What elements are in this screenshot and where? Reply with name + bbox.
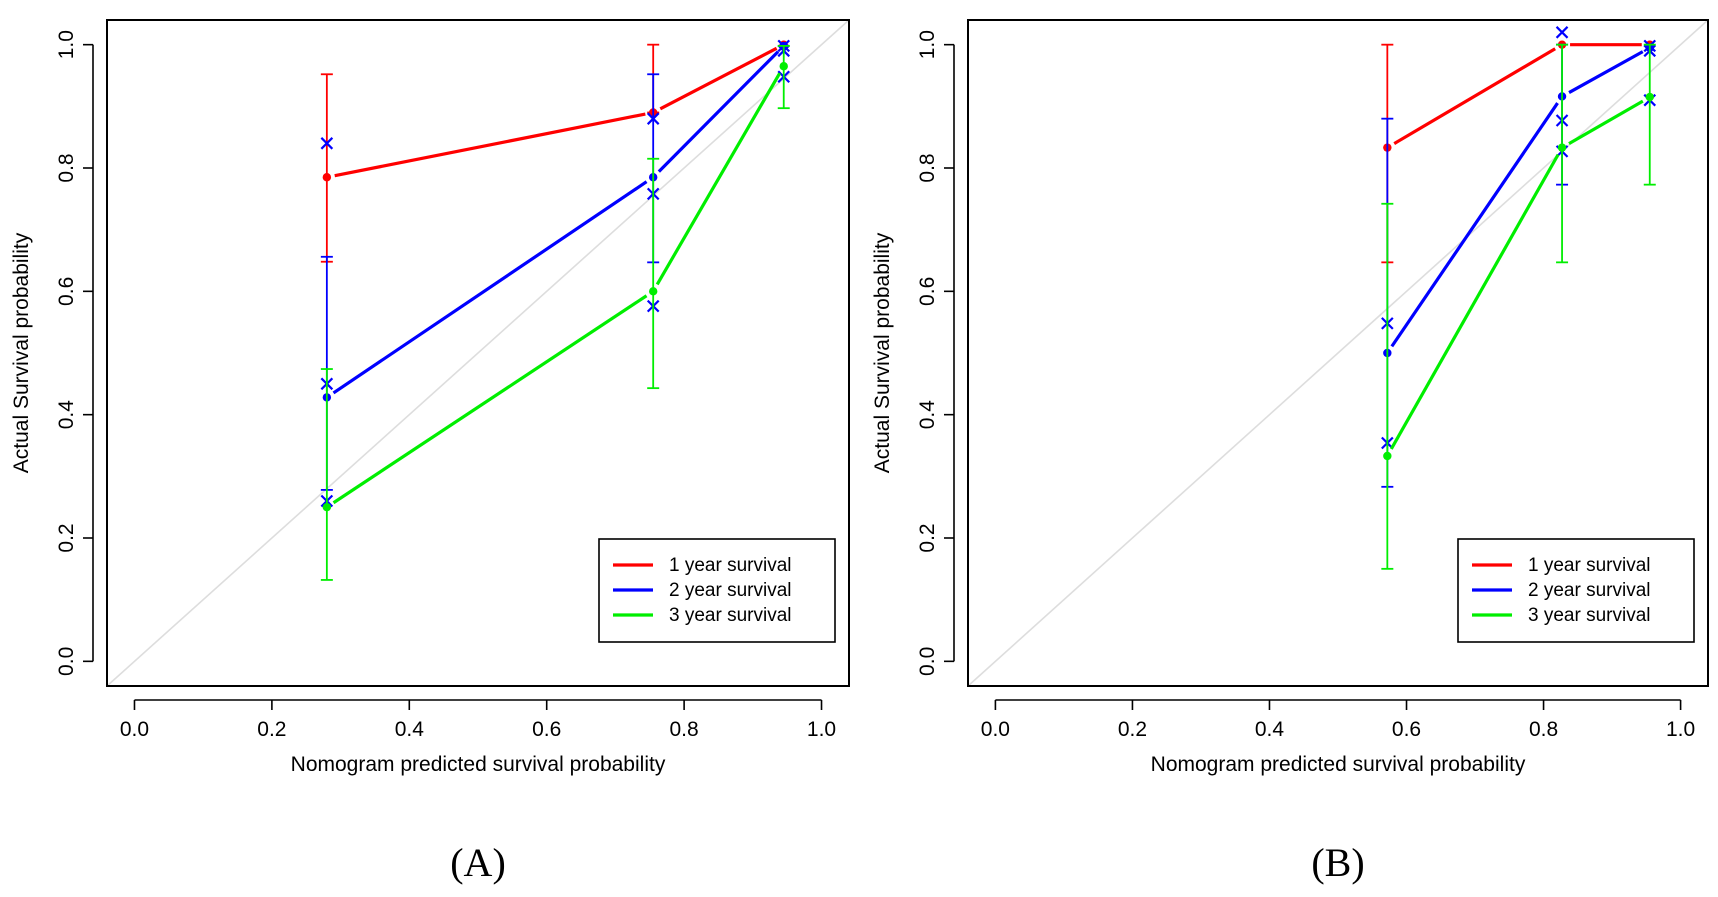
observed-x-marker bbox=[646, 112, 660, 125]
series-line-segment bbox=[1568, 50, 1644, 94]
series-line-segment bbox=[1393, 47, 1556, 145]
series-line-segment bbox=[1389, 153, 1560, 450]
data-point bbox=[322, 173, 332, 182]
legend-label: 1 year survival bbox=[1528, 555, 1651, 576]
x-tick-label: 0.8 bbox=[1529, 718, 1558, 741]
series-line-segment bbox=[1390, 102, 1559, 348]
reference-diagonal bbox=[967, 19, 1709, 687]
y-tick-label: 1.0 bbox=[55, 30, 78, 59]
data-point bbox=[1645, 92, 1654, 102]
series-line-segment bbox=[659, 46, 778, 111]
observed-x-marker bbox=[1555, 26, 1569, 39]
x-tick-label: 0.0 bbox=[981, 718, 1010, 741]
x-tick-label: 0.2 bbox=[1118, 718, 1147, 741]
legend-label: 1 year survival bbox=[669, 555, 792, 576]
y-tick-label: 0.4 bbox=[916, 400, 939, 430]
x-axis-title: Nomogram predicted survival probability bbox=[291, 753, 666, 776]
plot-frame bbox=[106, 19, 850, 687]
series-line-segment bbox=[657, 50, 780, 173]
y-tick-label: 0.8 bbox=[916, 153, 939, 182]
y-tick-label: 0.2 bbox=[916, 523, 939, 552]
y-tick-label: 0.0 bbox=[55, 647, 78, 676]
series-2 bbox=[1381, 26, 1657, 488]
series-1 bbox=[320, 40, 788, 263]
series-3 bbox=[1381, 43, 1656, 570]
data-point bbox=[648, 287, 658, 296]
chart-panel-1: 0.0 0.2 0.4 0.6 0.8 1.0 0.0 0.2 0.4 0.6 0.8 1.0 Nomo… bbox=[871, 19, 1709, 885]
observed-x-marker bbox=[320, 137, 334, 150]
data-point bbox=[1383, 451, 1392, 461]
x-tick-label: 0.6 bbox=[1392, 718, 1421, 741]
y-tick-label: 0.4 bbox=[55, 400, 78, 430]
plot-frame bbox=[967, 19, 1709, 687]
panel-label: (A) bbox=[450, 840, 506, 885]
series-line-segment bbox=[332, 294, 648, 505]
series-3 bbox=[320, 45, 790, 581]
y-axis-title: Actual Survival probability bbox=[871, 232, 894, 473]
data-point bbox=[1557, 143, 1567, 152]
x-axis-title: Nomogram predicted survival probability bbox=[1151, 753, 1526, 776]
series-line-segment bbox=[332, 180, 648, 395]
data-point bbox=[322, 502, 332, 512]
x-tick-label: 0.2 bbox=[257, 718, 286, 741]
y-tick-label: 0.6 bbox=[916, 277, 939, 306]
legend-label: 2 year survival bbox=[1528, 580, 1651, 601]
x-tick-label: 0.4 bbox=[1255, 718, 1285, 741]
x-tick-label: 1.0 bbox=[807, 718, 836, 741]
x-tick-label: 0.4 bbox=[395, 718, 425, 741]
x-tick-label: 1.0 bbox=[1666, 718, 1695, 741]
y-tick-label: 0.2 bbox=[55, 523, 78, 552]
x-tick-label: 0.0 bbox=[120, 718, 149, 741]
legend-label: 2 year survival bbox=[669, 580, 792, 601]
y-tick-label: 0.8 bbox=[55, 153, 78, 182]
reference-diagonal bbox=[106, 19, 850, 687]
y-tick-label: 1.0 bbox=[916, 30, 939, 59]
y-tick-label: 0.6 bbox=[55, 277, 78, 306]
y-tick-label: 0.0 bbox=[916, 647, 939, 676]
x-tick-label: 0.6 bbox=[532, 718, 561, 741]
legend-label: 3 year survival bbox=[1528, 605, 1651, 626]
legend: 1 year survival 2 year survival 3 year sur… bbox=[598, 538, 836, 643]
x-tick-label: 0.8 bbox=[670, 718, 699, 741]
chart-panel-0: 0.0 0.2 0.4 0.6 0.8 1.0 0.0 0.2 0.4 0.6 0.8 1.0 Nomo… bbox=[10, 19, 850, 885]
series-line-segment bbox=[334, 112, 646, 178]
series-line-segment bbox=[655, 72, 782, 286]
panel-label: (B) bbox=[1311, 840, 1364, 885]
legend: 1 year survival 2 year survival 3 year sur… bbox=[1457, 538, 1695, 643]
data-point bbox=[779, 62, 788, 71]
series-2 bbox=[320, 39, 791, 508]
series-line-segment bbox=[1568, 99, 1644, 146]
legend-label: 3 year survival bbox=[669, 605, 792, 626]
y-axis-title: Actual Survival probability bbox=[10, 232, 33, 473]
